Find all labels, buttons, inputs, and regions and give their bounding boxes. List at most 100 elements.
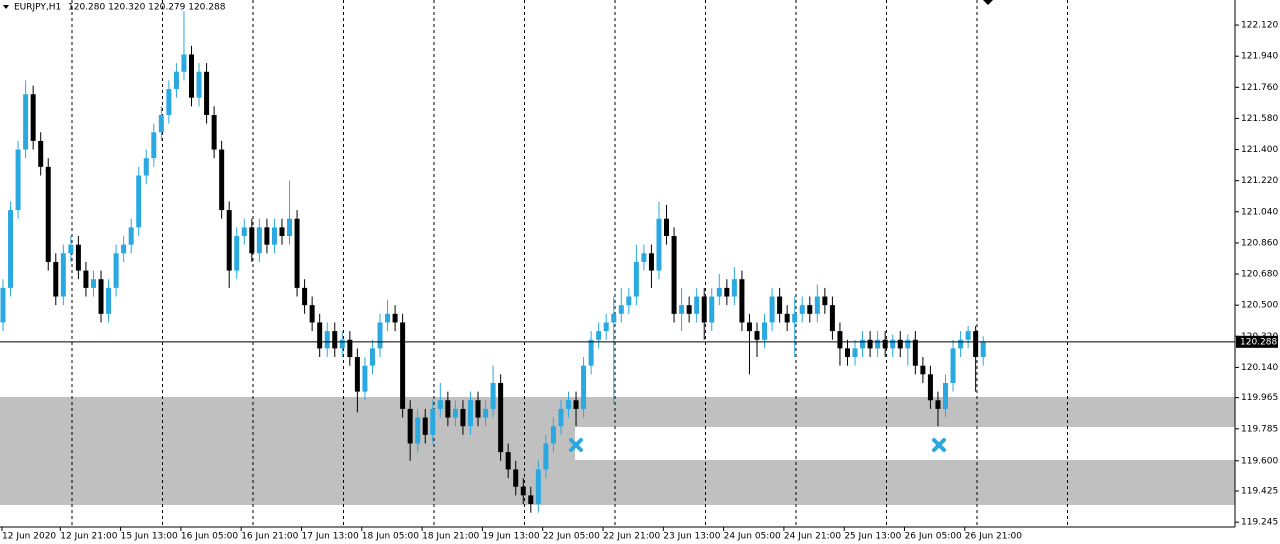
candle-body	[664, 218, 670, 237]
candle-body	[121, 244, 127, 254]
candle-body	[369, 348, 375, 366]
candle-body	[490, 382, 496, 409]
y-tick-label: 119.965	[1241, 393, 1278, 403]
candle-body	[897, 339, 903, 349]
candle-body	[98, 279, 104, 314]
candle-body	[106, 287, 112, 314]
candle-body	[309, 305, 315, 323]
candle-body	[739, 279, 745, 323]
x-tick-label: 25 Jun 13:00	[844, 532, 901, 542]
candle-body	[807, 305, 813, 314]
cross-marker	[569, 438, 583, 452]
candle-body	[965, 331, 971, 340]
candle-body	[958, 339, 964, 349]
candle-body	[385, 313, 391, 323]
candle-body	[158, 114, 164, 133]
x-tick-label: 22 Jun 21:00	[603, 532, 660, 542]
candle-body	[324, 331, 330, 349]
candle-body	[860, 339, 866, 349]
y-tick-label: 119.600	[1241, 456, 1278, 466]
zone	[0, 460, 1235, 505]
x-tick-label: 12 Jun 21:00	[60, 532, 117, 542]
x-tick-label: 18 Jun 05:00	[362, 532, 419, 542]
candle-body	[437, 400, 443, 409]
candle-body	[256, 227, 262, 254]
x-tick-label: 23 Jun 13:00	[663, 532, 720, 542]
candle-body	[445, 400, 451, 418]
candle-body	[483, 408, 489, 418]
x-tick-label: 18 Jun 21:00	[422, 532, 479, 542]
candle-body	[784, 313, 790, 323]
x-tick-label: 22 Jun 05:00	[543, 532, 600, 542]
candle-body	[603, 322, 609, 332]
x-tick-label: 16 Jun 21:00	[241, 532, 298, 542]
candle-body	[543, 443, 549, 470]
candle-body	[716, 287, 722, 297]
candle-body	[769, 296, 775, 323]
candle-body	[279, 227, 285, 237]
axes: 122.120 121.940 121.760 121.580 121.400 121.2…	[0, 21, 1278, 542]
candle-body	[219, 149, 225, 211]
current-price-label: 120.288	[1240, 337, 1277, 347]
candle-body	[196, 71, 202, 98]
candle-body	[302, 287, 308, 306]
candle-body	[498, 382, 504, 453]
candle-body	[166, 89, 172, 115]
candle-body	[407, 408, 413, 444]
y-tick-label: 119.785	[1241, 424, 1278, 434]
y-tick-label: 119.425	[1241, 487, 1278, 497]
y-tick-label: 121.760	[1241, 83, 1278, 93]
candle-body	[950, 348, 956, 383]
candle-body	[777, 296, 783, 314]
candle-body	[731, 279, 737, 297]
candle-body	[814, 296, 820, 314]
candle-body	[113, 253, 119, 288]
candle-body	[867, 339, 873, 349]
candle-body	[535, 469, 541, 505]
candle-body	[452, 408, 458, 418]
candle-body	[317, 322, 323, 349]
candle-body	[701, 296, 707, 323]
candle-body	[354, 357, 360, 392]
candle-body	[226, 210, 232, 271]
candle-body	[377, 322, 383, 349]
candle-body	[460, 408, 466, 427]
candle-body	[596, 331, 602, 340]
ohlc-text: 120.280 120.320 120.279 120.288	[68, 3, 226, 13]
candle-body	[905, 339, 911, 349]
zone	[0, 397, 1235, 427]
candle-body	[882, 339, 888, 349]
y-tick-label: 121.400	[1241, 145, 1278, 155]
candle-body	[799, 305, 805, 314]
candles	[0, 11, 986, 513]
candle-body	[15, 149, 21, 211]
candle-body	[671, 236, 677, 314]
candle-body	[588, 339, 594, 366]
y-tick-label: 121.040	[1241, 207, 1278, 217]
candle-body	[980, 341, 986, 358]
candle-body	[837, 331, 843, 349]
symbol: EURJPY,H1	[14, 3, 61, 13]
candle-body	[890, 339, 896, 349]
candle-body	[151, 132, 157, 159]
candle-body	[648, 253, 654, 271]
candle-body	[656, 218, 662, 271]
candle-body	[38, 140, 44, 167]
candle-body	[23, 94, 29, 150]
candle-body	[422, 417, 428, 435]
candle-body	[0, 287, 6, 323]
candle-body	[852, 348, 858, 358]
candle-body	[332, 331, 338, 349]
candle-body	[822, 296, 828, 306]
candle-body	[679, 305, 685, 314]
candle-body	[392, 313, 398, 323]
x-tick-label: 24 Jun 21:00	[784, 532, 841, 542]
candle-body	[264, 227, 270, 245]
candle-body	[829, 305, 835, 332]
candle-body	[128, 227, 134, 245]
candle-body	[189, 54, 194, 98]
candle-body	[746, 322, 752, 332]
candle-body	[234, 236, 240, 271]
candle-body	[211, 114, 217, 150]
